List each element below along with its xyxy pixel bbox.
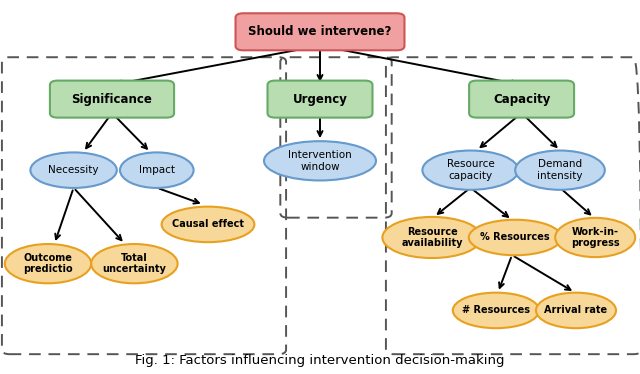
Ellipse shape — [31, 153, 117, 188]
Text: Impact: Impact — [139, 165, 175, 175]
Ellipse shape — [556, 218, 636, 257]
FancyBboxPatch shape — [50, 81, 174, 117]
Text: Urgency: Urgency — [292, 93, 348, 105]
Text: Total
uncertainty: Total uncertainty — [102, 253, 166, 275]
Text: Causal effect: Causal effect — [172, 220, 244, 229]
Ellipse shape — [91, 244, 178, 283]
Ellipse shape — [515, 151, 605, 190]
Text: Resource
availability: Resource availability — [401, 227, 463, 248]
FancyBboxPatch shape — [469, 81, 574, 117]
Text: Resource
capacity: Resource capacity — [447, 159, 494, 181]
Text: Capacity: Capacity — [493, 93, 550, 105]
Text: # Resources: # Resources — [462, 306, 530, 315]
Text: Fig. 1: Factors influencing intervention decision-making: Fig. 1: Factors influencing intervention… — [135, 354, 505, 367]
Ellipse shape — [469, 220, 562, 255]
Ellipse shape — [453, 292, 540, 328]
Ellipse shape — [536, 292, 616, 328]
Text: Work-in-
progress: Work-in- progress — [571, 227, 620, 248]
Text: Outcome
predictio: Outcome predictio — [23, 253, 73, 275]
Text: Significance: Significance — [72, 93, 152, 105]
Ellipse shape — [120, 153, 194, 188]
Ellipse shape — [422, 151, 518, 190]
Text: Arrival rate: Arrival rate — [545, 306, 607, 315]
Ellipse shape — [383, 217, 482, 258]
Text: Necessity: Necessity — [49, 165, 99, 175]
Ellipse shape — [4, 244, 92, 283]
Ellipse shape — [161, 206, 255, 242]
Text: Demand
intensity: Demand intensity — [537, 159, 583, 181]
Ellipse shape — [264, 141, 376, 181]
Text: Should we intervene?: Should we intervene? — [248, 25, 392, 38]
Text: Intervention
window: Intervention window — [288, 150, 352, 172]
FancyBboxPatch shape — [268, 81, 372, 117]
FancyBboxPatch shape — [236, 13, 404, 50]
Text: % Resources: % Resources — [481, 233, 550, 242]
